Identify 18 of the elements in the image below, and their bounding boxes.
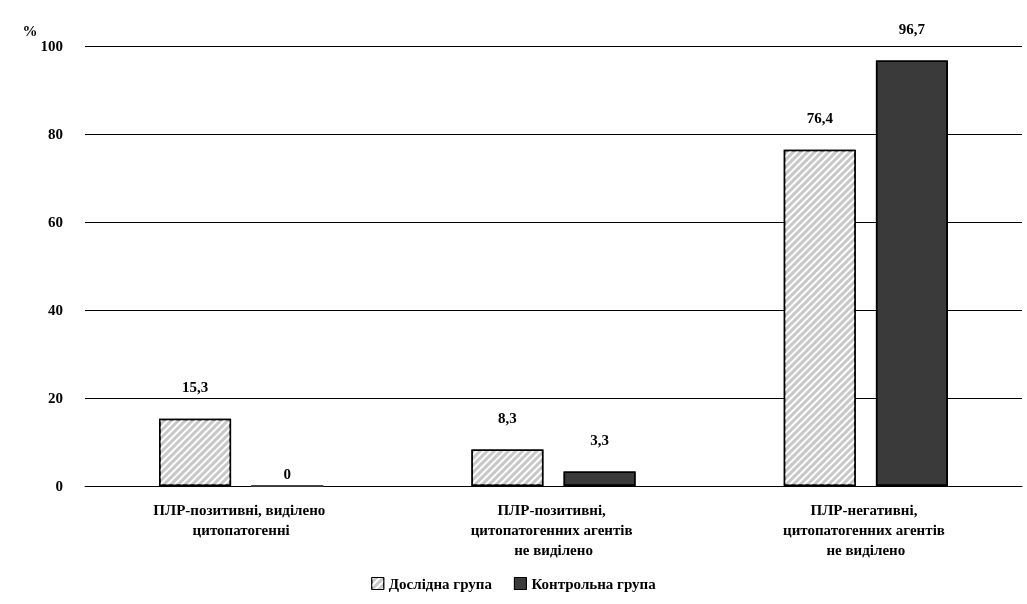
data-label: 3,3 bbox=[590, 431, 609, 448]
y-tick-label: 60 bbox=[48, 214, 63, 230]
x-tick-label: ПЛР-позитивні, виділено цитопатогенні bbox=[153, 502, 330, 538]
data-label: 15,3 bbox=[181, 379, 209, 396]
y-tick-label: 80 bbox=[48, 126, 63, 142]
y-axis-title: % bbox=[22, 23, 38, 40]
x-tick-label: ПЛР-позитивні, цитопатогенних агентів не виділено bbox=[470, 502, 637, 558]
data-label: 0 bbox=[283, 466, 291, 482]
y-tick-label: 0 bbox=[55, 478, 63, 494]
x-tick-label: ПЛР-негативні, цитопатогенних агентів не виділено bbox=[783, 502, 949, 558]
data-label: 96,7 bbox=[898, 21, 926, 38]
y-tick-label: 40 bbox=[48, 302, 63, 318]
y-tick-label: 20 bbox=[48, 390, 63, 406]
data-label: 8,3 bbox=[498, 409, 517, 426]
data-label: 76,4 bbox=[806, 110, 834, 127]
legend-label: Контрольна група bbox=[531, 575, 657, 592]
y-tick-label: 100 bbox=[40, 38, 63, 54]
legend-label: Дослідна група bbox=[388, 575, 493, 592]
